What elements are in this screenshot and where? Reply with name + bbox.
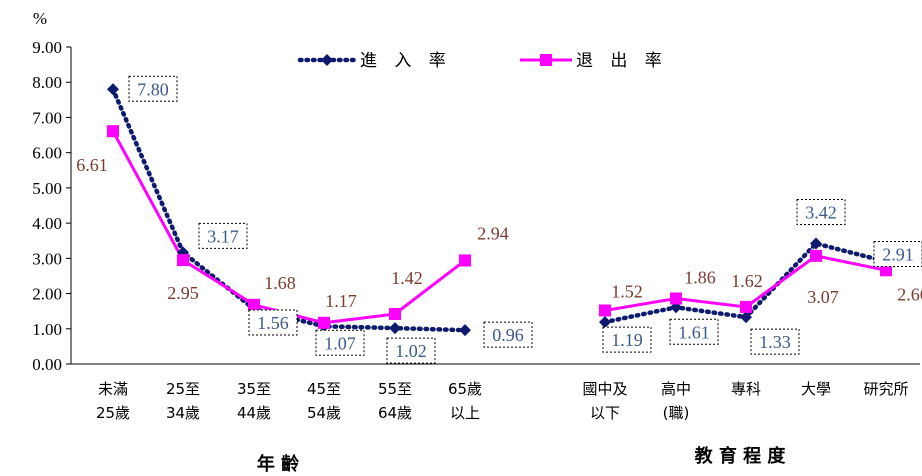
y-unit-label: % xyxy=(33,9,47,28)
data-label-box xyxy=(386,337,436,364)
series-lines xyxy=(107,83,892,337)
data-label-box xyxy=(315,329,365,356)
data-label-entry-rate: 1.56 xyxy=(257,313,289,333)
x-category-label: 國中及 xyxy=(582,380,627,398)
data-label-box xyxy=(602,326,652,353)
data-label-entry-rate: 1.19 xyxy=(611,330,643,350)
data-labels: 7.80 3.17 1.56 1.07 1.02 0.96 6.61 2.95 1.68 1.17… xyxy=(76,75,922,364)
legend-marker-exit-rate xyxy=(540,54,552,66)
data-label-entry-rate: 1.07 xyxy=(324,333,356,353)
y-tick-label: 1.00 xyxy=(32,320,62,339)
data-point-exit-rate xyxy=(599,304,611,317)
data-label-box xyxy=(796,199,846,226)
data-point-entry-rate xyxy=(810,237,822,250)
data-label-box xyxy=(873,241,922,268)
data-label-box xyxy=(248,309,298,336)
x-category-label: 專科 xyxy=(731,380,761,398)
data-label-box xyxy=(669,318,719,345)
data-label-entry-rate: 7.80 xyxy=(137,79,169,99)
data-label-exit-rate: 1.68 xyxy=(264,273,296,293)
x-category-label: 44歲 xyxy=(237,404,271,422)
x-category-label: 高中 xyxy=(661,380,691,398)
data-label-entry-rate: 2.91 xyxy=(882,245,914,265)
data-label-exit-rate: 1.17 xyxy=(325,291,357,311)
data-point-entry-rate xyxy=(107,83,119,96)
data-point-exit-rate xyxy=(810,249,822,262)
axes: 0.00 1.00 2.00 3.00 4.00 5.00 6.00 7.00 8.00 9.00… xyxy=(32,9,920,475)
data-point-exit-rate xyxy=(740,300,752,313)
series-line-entry-rate xyxy=(110,87,468,333)
group-title: 教 育 程 度 xyxy=(695,445,787,467)
data-label-box xyxy=(750,328,800,355)
x-category-label: 未滿 xyxy=(98,380,128,398)
y-tick-label: 8.00 xyxy=(32,73,62,92)
y-tick-label: 3.00 xyxy=(32,249,62,268)
data-label-entry-rate: 1.33 xyxy=(759,332,791,352)
x-category-label: 25至 xyxy=(166,380,200,398)
y-tick-label: 2.00 xyxy=(32,285,62,304)
x-category-label: 研究所 xyxy=(863,380,908,398)
data-label-exit-rate: 6.61 xyxy=(76,155,108,175)
y-tick-label: 0.00 xyxy=(32,355,62,374)
x-category-label: 54歲 xyxy=(307,404,341,422)
series-line-exit-rate xyxy=(111,130,466,325)
y-tick-label: 9.00 xyxy=(32,38,62,57)
y-tick-label: 4.00 xyxy=(32,214,62,233)
data-label-box xyxy=(483,321,533,348)
legend: 進 入 率退 出 率 xyxy=(297,51,668,71)
x-category-label: 45至 xyxy=(307,380,341,398)
data-point-exit-rate xyxy=(318,316,330,329)
x-category-label: 大學 xyxy=(801,380,831,398)
data-label-exit-rate: 2.95 xyxy=(167,283,199,303)
data-label-box xyxy=(128,75,178,102)
data-point-exit-rate xyxy=(248,298,260,311)
x-category-label: 25歲 xyxy=(96,404,130,422)
x-category-label: 64歲 xyxy=(378,404,412,422)
x-category-label: 55至 xyxy=(378,380,412,398)
x-category-label: 34歲 xyxy=(166,404,200,422)
data-point-entry-rate xyxy=(599,316,611,329)
data-point-exit-rate xyxy=(389,307,401,320)
data-label-exit-rate: 1.42 xyxy=(391,268,423,288)
data-label-exit-rate: 2.66 xyxy=(897,284,922,304)
x-category-label: 以下 xyxy=(590,404,620,422)
y-tick-label: 5.00 xyxy=(32,179,62,198)
legend-label-exit-rate: 退 出 率 xyxy=(576,51,668,71)
legend-label-entry-rate: 進 入 率 xyxy=(360,51,452,71)
data-label-entry-rate: 1.61 xyxy=(678,322,710,342)
data-point-entry-rate xyxy=(740,311,752,324)
data-point-exit-rate xyxy=(459,254,471,267)
y-tick-label: 7.00 xyxy=(32,108,62,127)
data-point-exit-rate xyxy=(880,264,892,277)
data-point-exit-rate xyxy=(177,254,189,267)
data-label-entry-rate: 1.02 xyxy=(395,341,427,361)
data-label-exit-rate: 1.52 xyxy=(611,281,643,301)
legend-marker-entry-rate xyxy=(321,54,333,66)
x-category-label: 65歲 xyxy=(448,380,482,398)
x-category-label: (職) xyxy=(663,404,690,422)
x-category-label: 35至 xyxy=(237,380,271,398)
data-point-exit-rate xyxy=(107,125,119,138)
data-point-exit-rate xyxy=(670,292,682,305)
data-point-entry-rate xyxy=(459,324,471,337)
y-tick-label: 6.00 xyxy=(32,144,62,163)
data-label-entry-rate: 0.96 xyxy=(492,325,524,345)
data-label-entry-rate: 3.42 xyxy=(805,203,837,223)
data-label-exit-rate: 3.07 xyxy=(807,287,839,307)
data-label-box xyxy=(198,222,248,249)
x-category-label: 以上 xyxy=(450,404,480,422)
data-label-exit-rate: 2.94 xyxy=(477,223,509,243)
data-label-exit-rate: 1.86 xyxy=(684,267,716,287)
data-label-exit-rate: 1.62 xyxy=(731,271,763,291)
data-point-entry-rate xyxy=(389,322,401,335)
data-label-entry-rate: 3.17 xyxy=(207,226,239,246)
group-title: 年 齡 xyxy=(257,453,299,475)
